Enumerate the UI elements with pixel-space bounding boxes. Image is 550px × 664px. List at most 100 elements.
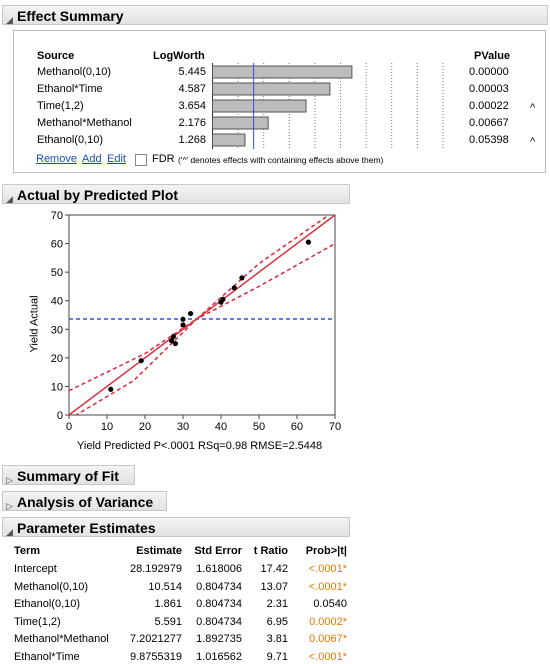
pe-cell-prob: 0.0002* (309, 615, 347, 628)
pe-header-estimate: Estimate (136, 545, 182, 557)
effect-summary-panel (13, 30, 546, 173)
logworth-bar (212, 133, 246, 147)
data-point (170, 333, 177, 340)
data-point (231, 285, 237, 291)
effect-pvalue: 0.00022 (469, 100, 509, 112)
pe-cell-tratio: 3.81 (266, 633, 288, 646)
pe-cell-tratio: 17.42 (260, 563, 288, 575)
summary-of-fit-header[interactable]: ▷ Summary of Fit (2, 465, 135, 485)
parameter-estimates-header[interactable]: ◢ Parameter Estimates (2, 517, 350, 537)
effect-logworth: 1.268 (178, 134, 206, 146)
pe-cell-stderr: 0.804734 (196, 615, 242, 628)
pe-cell-stderr: 0.804734 (196, 580, 242, 593)
logworth-bar-graph (212, 63, 444, 149)
pe-cell-term: Methanol(0,10) (14, 580, 88, 593)
effect-pvalue: 0.00000 (469, 66, 509, 78)
edit-link[interactable]: Edit (107, 153, 126, 165)
actual-by-predicted-plot: 0 10 20 30 40 50 60 70 0 10 20 30 40 50 60 70 (51, 210, 341, 433)
summary-of-fit-title: Summary of Fit (17, 468, 119, 484)
confidence-curve-upper (69, 215, 331, 392)
x-tick-label: 10 (101, 421, 113, 433)
fit-line (69, 215, 335, 415)
y-tick-label: 20 (51, 353, 63, 365)
logworth-bar (212, 116, 269, 130)
pe-cell-stderr: 0.804734 (196, 598, 242, 611)
pe-cell-tratio: 13.07 (260, 580, 288, 593)
collapse-triangle-icon[interactable]: ◢ (6, 15, 13, 25)
effect-pvalue: 0.00003 (469, 83, 509, 95)
pe-header-term: Term (14, 545, 41, 557)
data-point (220, 296, 226, 302)
anova-header[interactable]: ▷ Analysis of Variance (2, 491, 167, 511)
y-tick-label: 0 (57, 410, 63, 422)
x-tick-label: 20 (139, 421, 151, 433)
col-source: Source (37, 50, 75, 62)
pe-cell-term: Ethanol(0,10) (14, 598, 81, 611)
collapse-triangle-icon[interactable]: ◢ (6, 194, 13, 204)
pe-header-stderr: Std Error (194, 545, 242, 557)
pe-cell-estimate: 5.591 (154, 615, 182, 628)
pe-header-tratio: t Ratio (253, 545, 288, 557)
effect-logworth: 3.654 (178, 100, 206, 112)
expand-triangle-icon[interactable]: ▷ (6, 501, 13, 511)
x-tick-label: 70 (329, 421, 341, 433)
pe-cell-term: Intercept (14, 563, 57, 575)
anova-title: Analysis of Variance (17, 494, 154, 510)
pe-cell-prob: 0.0540 (313, 598, 347, 611)
pe-cell-estimate: 7.2021277 (130, 633, 182, 646)
y-tick-label: 70 (51, 210, 63, 222)
pe-cell-estimate: 9.8755319 (130, 651, 182, 663)
expand-triangle-icon[interactable]: ▷ (6, 475, 13, 485)
effect-logworth: 2.176 (178, 117, 206, 129)
pe-cell-estimate: 1.861 (154, 598, 182, 611)
data-point (180, 322, 186, 328)
effect-logworth: 4.587 (178, 83, 206, 95)
col-logworth: LogWorth (153, 50, 205, 62)
x-tick-label: 0 (66, 421, 72, 433)
logworth-bar (212, 99, 307, 113)
pe-cell-prob: <.0001* (308, 563, 347, 575)
pe-cell-stderr: 1.016562 (196, 651, 242, 663)
pe-cell-term: Methanol*Methanol (14, 633, 109, 646)
logworth-bar (212, 82, 331, 96)
data-point (188, 310, 194, 317)
y-tick-label: 40 (51, 296, 63, 308)
effect-containing-mark: ^ (530, 136, 536, 148)
data-point (305, 239, 311, 245)
x-tick-label: 60 (291, 421, 303, 433)
effect-containing-mark: ^ (530, 102, 536, 114)
effect-summary-header[interactable]: ◢ Effect Summary (2, 5, 548, 25)
data-point (180, 316, 186, 322)
pe-cell-stderr: 1.618006 (196, 563, 242, 575)
effect-source: Ethanol*Time (37, 83, 103, 95)
pe-cell-tratio: 6.95 (266, 615, 288, 628)
effect-logworth: 5.445 (178, 66, 206, 78)
plot-area (69, 215, 335, 415)
avp-xlabel: Yield Predicted P<.0001 RSq=0.98 RMSE=2.… (77, 440, 323, 452)
avp-ylabel: Yield Actual (28, 295, 41, 353)
effect-source: Ethanol(0,10) (37, 134, 104, 146)
data-point (169, 338, 175, 344)
fdr-checkbox[interactable] (135, 154, 147, 166)
x-tick-label: 40 (215, 421, 227, 433)
pe-cell-prob: <.0001* (308, 651, 347, 663)
effect-source: Methanol*Methanol (37, 117, 132, 129)
x-tick-label: 50 (253, 421, 265, 433)
pe-cell-estimate: 10.514 (148, 580, 182, 593)
effect-source: Time(1,2) (37, 100, 84, 112)
actual-by-predicted-header[interactable]: ◢ Actual by Predicted Plot (2, 184, 350, 204)
collapse-triangle-icon[interactable]: ◢ (6, 527, 13, 537)
pe-cell-term: Ethanol*Time (14, 651, 80, 663)
logworth-bar (212, 65, 353, 79)
effect-pvalue: 0.05398 (469, 134, 509, 146)
add-link[interactable]: Add (82, 153, 102, 165)
pe-cell-tratio: 9.71 (266, 651, 288, 663)
effect-pvalue: 0.00667 (469, 117, 509, 129)
x-tick-label: 30 (177, 421, 189, 433)
data-point (172, 340, 178, 347)
remove-link[interactable]: Remove (36, 153, 77, 165)
pe-cell-estimate: 28.192979 (130, 563, 182, 575)
y-tick-label: 60 (51, 239, 63, 251)
pe-header-prob: Prob>|t| (305, 545, 347, 557)
y-tick-label: 10 (51, 381, 63, 393)
